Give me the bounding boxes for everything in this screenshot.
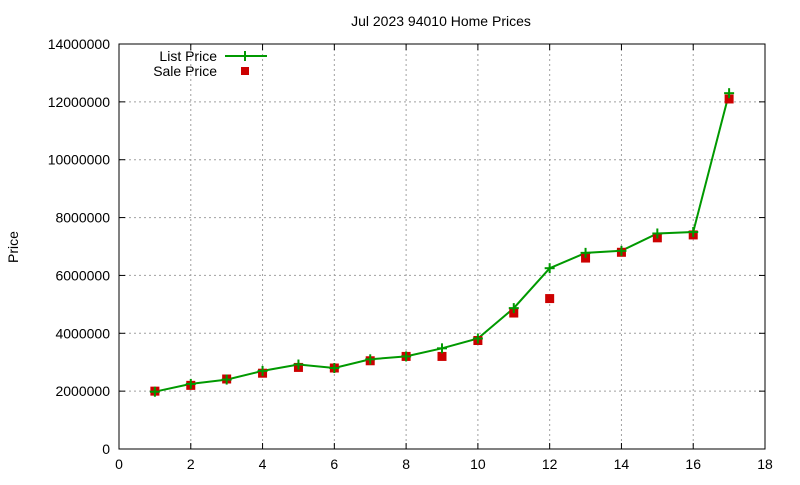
axes: 0 2 4 6 8 10 12 14 16 18 0 2000000 4000000 6000000 800… xyxy=(48,36,773,472)
x-tick-label: 18 xyxy=(757,456,773,472)
chart-title: Jul 2023 94010 Home Prices xyxy=(351,13,531,29)
x-tick-label: 2 xyxy=(187,456,195,472)
list-price-point xyxy=(149,386,160,397)
list-price-point xyxy=(257,365,268,376)
y-tick-label: 10000000 xyxy=(48,152,111,168)
x-tick-label: 6 xyxy=(330,456,338,472)
x-tick-label: 4 xyxy=(259,456,267,472)
list-price-point xyxy=(401,351,412,362)
list-price-point xyxy=(293,359,304,370)
list-price-point xyxy=(544,263,555,274)
x-tick-label: 10 xyxy=(470,456,486,472)
legend-label-list-price: List Price xyxy=(159,48,217,64)
x-tick-label: 12 xyxy=(542,456,558,472)
x-tick-label: 0 xyxy=(115,456,123,472)
list-price-point xyxy=(652,228,663,239)
y-tick-label: 12000000 xyxy=(48,94,111,110)
series xyxy=(149,88,735,397)
x-tick-label: 14 xyxy=(614,456,630,472)
list-price-point xyxy=(472,333,483,344)
list-price-point xyxy=(365,354,376,365)
list-price-point xyxy=(688,227,699,238)
y-tick-label: 14000000 xyxy=(48,36,111,52)
y-axis-label: Price xyxy=(5,231,21,263)
y-tick-label: 2000000 xyxy=(55,383,110,399)
list-price-point xyxy=(437,343,447,354)
list-price-point xyxy=(329,363,340,373)
y-tick-label: 4000000 xyxy=(55,325,110,341)
legend: List Price Sale Price xyxy=(153,48,267,79)
grid xyxy=(119,44,765,449)
y-tick-label: 6000000 xyxy=(55,267,110,283)
sale-price-point xyxy=(545,294,555,304)
y-tick-label: 0 xyxy=(102,441,110,457)
list-price-point xyxy=(616,245,627,256)
sale-price-point xyxy=(581,253,591,263)
list-price-point xyxy=(185,378,196,389)
list-price-point xyxy=(221,374,232,385)
list-price-point xyxy=(724,88,735,99)
sale-price-point xyxy=(724,94,734,104)
legend-marker-list-price xyxy=(240,51,250,61)
list-price-point xyxy=(508,303,519,314)
plot-border xyxy=(118,43,766,450)
x-tick-label: 16 xyxy=(685,456,701,472)
legend-label-sale-price: Sale Price xyxy=(153,63,217,79)
legend-marker-sale-price xyxy=(241,67,249,75)
sale-price-point xyxy=(437,351,447,361)
list-price-point xyxy=(580,247,591,258)
x-tick-label: 8 xyxy=(402,456,410,472)
y-tick-label: 8000000 xyxy=(55,210,110,226)
